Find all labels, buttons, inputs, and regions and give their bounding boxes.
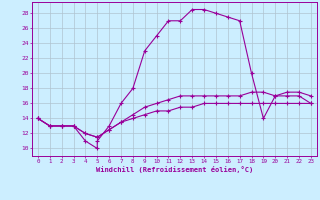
X-axis label: Windchill (Refroidissement éolien,°C): Windchill (Refroidissement éolien,°C) <box>96 166 253 173</box>
